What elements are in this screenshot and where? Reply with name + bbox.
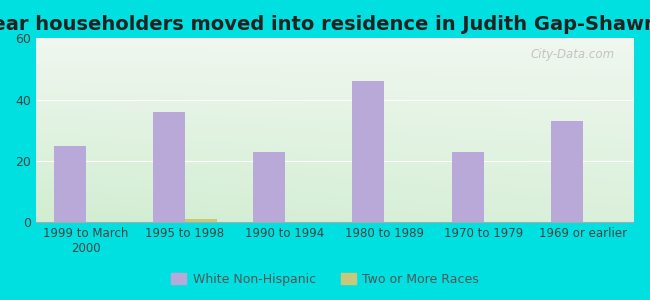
- Bar: [253, 152, 285, 222]
- Bar: [551, 121, 583, 222]
- Bar: [352, 81, 384, 222]
- Title: Year householders moved into residence in Judith Gap-Shawmut: Year householders moved into residence i…: [0, 15, 650, 34]
- Text: City-Data.com: City-Data.com: [531, 47, 615, 61]
- Bar: [185, 219, 217, 222]
- Legend: White Non-Hispanic, Two or More Races: White Non-Hispanic, Two or More Races: [166, 268, 484, 291]
- Bar: [452, 152, 484, 222]
- Bar: [54, 146, 86, 222]
- Bar: [153, 112, 185, 222]
